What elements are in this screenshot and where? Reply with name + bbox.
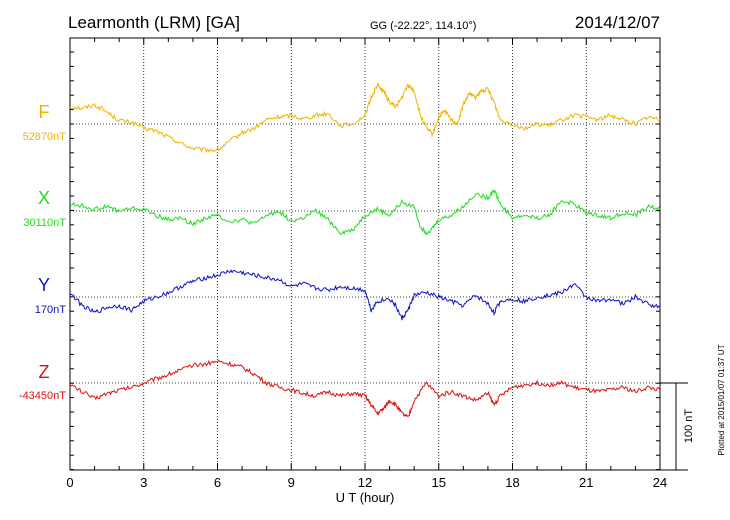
series-baseline-label-x: 30110nT <box>23 217 66 229</box>
series-line-f <box>69 81 661 154</box>
series-name-x: X <box>38 188 50 208</box>
scale-bar: 100 nT <box>660 382 695 471</box>
x-tick-label: 18 <box>505 475 519 490</box>
x-tick-label: 12 <box>358 475 372 490</box>
series-baseline-label-f: 52870nT <box>23 131 67 143</box>
series-baseline-label-y: 170nT <box>35 304 66 316</box>
scale-bar-label: 100 nT <box>683 409 695 444</box>
x-tick-label: 15 <box>432 475 446 490</box>
series-line-y <box>69 269 661 321</box>
series-labels: F 52870nT X 30110nT Y 170nT Z -43450nT <box>19 102 66 402</box>
geographic-coordinates: GG (-22.22°, 114.10°) <box>370 20 476 32</box>
series-line-x <box>69 189 661 236</box>
station-title: Learmonth (LRM) [GA] <box>68 13 240 32</box>
x-axis-label: U T (hour) <box>336 490 395 505</box>
x-tick-labels: 0 3 6 9 12 15 18 21 24 <box>66 475 667 490</box>
series-name-f: F <box>39 102 50 122</box>
x-tick-label: 0 <box>66 475 73 490</box>
x-tick-label: 24 <box>653 475 667 490</box>
x-tick-label: 3 <box>140 475 147 490</box>
series-name-z: Z <box>39 362 50 382</box>
series-baseline-label-z: -43450nT <box>19 390 66 402</box>
x-tick-label: 9 <box>288 475 295 490</box>
series-lines <box>69 81 661 418</box>
plot-area <box>69 37 661 471</box>
x-tick-label: 6 <box>214 475 221 490</box>
grid <box>70 38 660 470</box>
axis-ticks <box>69 38 661 471</box>
chart-date: 2014/12/07 <box>575 13 660 32</box>
x-tick-label: 21 <box>579 475 593 490</box>
series-name-y: Y <box>38 275 50 295</box>
plotted-timestamp: Plotted at 2015/01/07 01:37 UT <box>717 344 726 455</box>
series-line-z <box>69 359 661 418</box>
